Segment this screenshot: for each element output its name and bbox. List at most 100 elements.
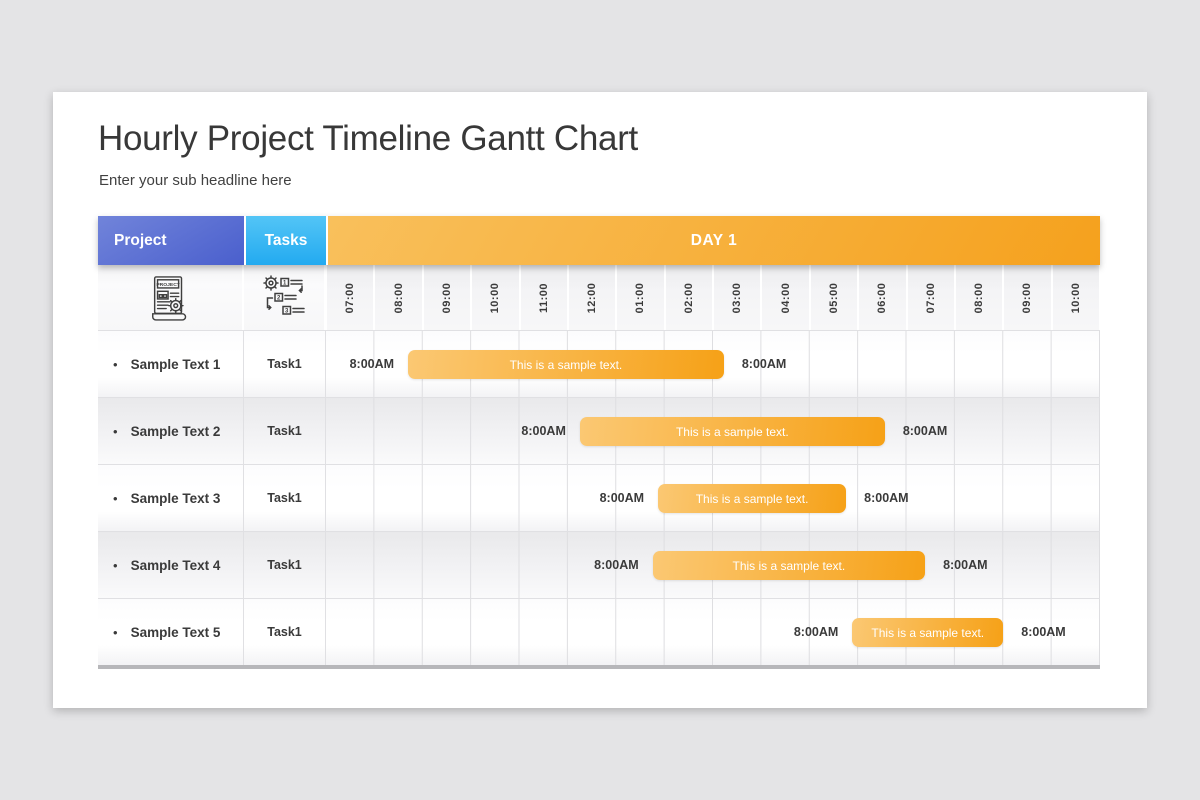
gantt-row: • Sample Text 3 Task1 8:00AM This is a s… (98, 464, 1100, 531)
hour-cell: 10:00 (1052, 265, 1099, 330)
gantt-bar-label: This is a sample text. (871, 625, 985, 640)
tasks-icon-cell: 1 2 3 (244, 265, 324, 330)
hour-tick-label: 07:00 (924, 282, 937, 313)
task-name-label: Task1 (267, 424, 302, 438)
hour-cell: 10:00 (472, 265, 519, 330)
project-name-cell: • Sample Text 4 (98, 532, 244, 598)
gantt-row: • Sample Text 1 Task1 8:00AM This is a s… (98, 330, 1100, 397)
project-name-cell: • Sample Text 2 (98, 398, 244, 464)
hour-tick-label: 01:00 (634, 282, 647, 313)
gantt-bar-label: This is a sample text. (732, 558, 846, 573)
gantt-bar: This is a sample text. (658, 484, 847, 513)
task-name-label: Task1 (267, 491, 302, 505)
bullet-icon: • (113, 423, 118, 439)
hour-cell: 01:00 (617, 265, 664, 330)
numbered-task-list-gear-icon: 1 2 3 (263, 274, 305, 315)
task-name-cell: Task1 (244, 331, 326, 397)
bar-start-time: 8:00AM (349, 357, 395, 371)
bar-start-time: 8:00AM (594, 558, 639, 572)
gantt-rows: • Sample Text 1 Task1 8:00AM This is a s… (98, 330, 1100, 665)
hour-cell: 08:00 (375, 265, 422, 330)
day-header-label: DAY 1 (690, 231, 738, 249)
project-name-label: Sample Text 5 (130, 624, 221, 640)
hour-cell: 11:00 (520, 265, 567, 330)
bar-end-time: 8:00AM (943, 558, 988, 572)
bar-start-time: 8:00AM (521, 424, 566, 438)
hour-tick-label: 02:00 (682, 282, 695, 313)
hour-cell: 06:00 (859, 265, 906, 330)
hour-header-cells: 07:00 08:00 09:00 10:00 11:00 12:00 01:0… (326, 265, 1100, 330)
hour-cell: 03:00 (714, 265, 761, 330)
hour-tick-label: 11:00 (537, 282, 550, 313)
hour-tick-label: 06:00 (876, 282, 889, 313)
bar-start-time: 8:00AM (793, 625, 839, 639)
gantt-bar: This is a sample text. (652, 551, 926, 580)
bar-end-time: 8:00AM (1021, 625, 1066, 639)
page-subtitle: Enter your sub headline here (99, 172, 292, 189)
svg-text:3: 3 (285, 308, 289, 314)
hour-tick-label: 09:00 (440, 282, 453, 313)
gantt-bar-label: This is a sample text. (509, 357, 623, 372)
task-name-cell: Task1 (244, 398, 326, 464)
hour-tick-label: 03:00 (731, 282, 744, 313)
hour-tick-label: 10:00 (489, 282, 502, 313)
bullet-icon: • (113, 624, 118, 640)
task-name-label: Task1 (267, 357, 302, 371)
row-timeline: 8:00AM This is a sample text. 8:00AM (326, 331, 1100, 397)
bar-start-time: 8:00AM (599, 491, 645, 505)
gantt-bar-label: This is a sample text. (695, 491, 809, 506)
row-timeline: 8:00AM This is a sample text. 8:00AM (326, 398, 1100, 464)
project-header-label: Project (114, 231, 167, 249)
bar-end-time: 8:00AM (864, 491, 909, 505)
project-icon-cell: PROJECT (98, 265, 242, 330)
hour-cell: 07:00 (327, 265, 374, 330)
task-name-cell: Task1 (244, 599, 326, 665)
bar-end-time: 8:00AM (741, 357, 787, 371)
bullet-icon: • (113, 557, 118, 573)
gantt-row: • Sample Text 4 Task1 8:00AM This is a s… (98, 531, 1100, 598)
project-name-label: Sample Text 3 (130, 490, 221, 506)
hour-cell: 07:00 (907, 265, 954, 330)
hour-tick-label: 08:00 (973, 282, 986, 313)
hour-tick-label: 07:00 (344, 282, 357, 313)
gantt-bar: This is a sample text. (852, 618, 1004, 647)
hour-cell: 05:00 (810, 265, 858, 330)
project-name-label: Sample Text 2 (130, 423, 221, 439)
hour-tick-label: 12:00 (586, 282, 599, 313)
bullet-icon: • (113, 356, 118, 372)
slide-card: Hourly Project Timeline Gantt Chart Ente… (53, 92, 1147, 708)
hour-cell: 08:00 (955, 265, 1003, 330)
project-name-cell: • Sample Text 3 (98, 465, 244, 531)
project-name-label: Sample Text 1 (130, 356, 221, 372)
gantt-chart: Project Tasks DAY 1 PROJECT (98, 216, 1100, 669)
gantt-row: • Sample Text 5 Task1 8:00AM This is a s… (98, 598, 1100, 665)
task-name-cell: Task1 (244, 465, 326, 531)
hour-cell: 09:00 (423, 265, 471, 330)
project-name-label: Sample Text 4 (130, 557, 221, 573)
hour-cell: 04:00 (762, 265, 809, 330)
task-name-cell: Task1 (244, 532, 326, 598)
tasks-header-label: Tasks (264, 231, 308, 249)
project-name-cell: • Sample Text 5 (98, 599, 244, 665)
hour-cell: 02:00 (665, 265, 712, 330)
row-timeline: 8:00AM This is a sample text. 8:00AM (326, 532, 1100, 598)
hour-tick-label: 05:00 (827, 282, 840, 313)
svg-text:PROJECT: PROJECT (156, 282, 179, 288)
row-timeline: 8:00AM This is a sample text. 8:00AM (326, 599, 1100, 665)
hour-tick-label: 08:00 (392, 282, 405, 313)
hour-tick-label: 10:00 (1069, 282, 1082, 313)
bar-end-time: 8:00AM (902, 424, 948, 438)
task-name-label: Task1 (267, 558, 302, 572)
gantt-row: • Sample Text 2 Task1 8:00AM This is a s… (98, 397, 1100, 464)
task-name-label: Task1 (267, 625, 302, 639)
project-name-cell: • Sample Text 1 (98, 331, 244, 397)
project-column-header: Project (98, 216, 244, 265)
table-bottom-border (98, 665, 1100, 669)
tasks-column-header: Tasks (246, 216, 326, 265)
hour-cell: 12:00 (568, 265, 616, 330)
svg-text:2: 2 (277, 295, 281, 301)
icons-and-hours-row: PROJECT (98, 265, 1100, 330)
page-title: Hourly Project Timeline Gantt Chart (98, 119, 638, 158)
hour-tick-label: 04:00 (779, 282, 792, 313)
hour-tick-label: 09:00 (1021, 282, 1034, 313)
